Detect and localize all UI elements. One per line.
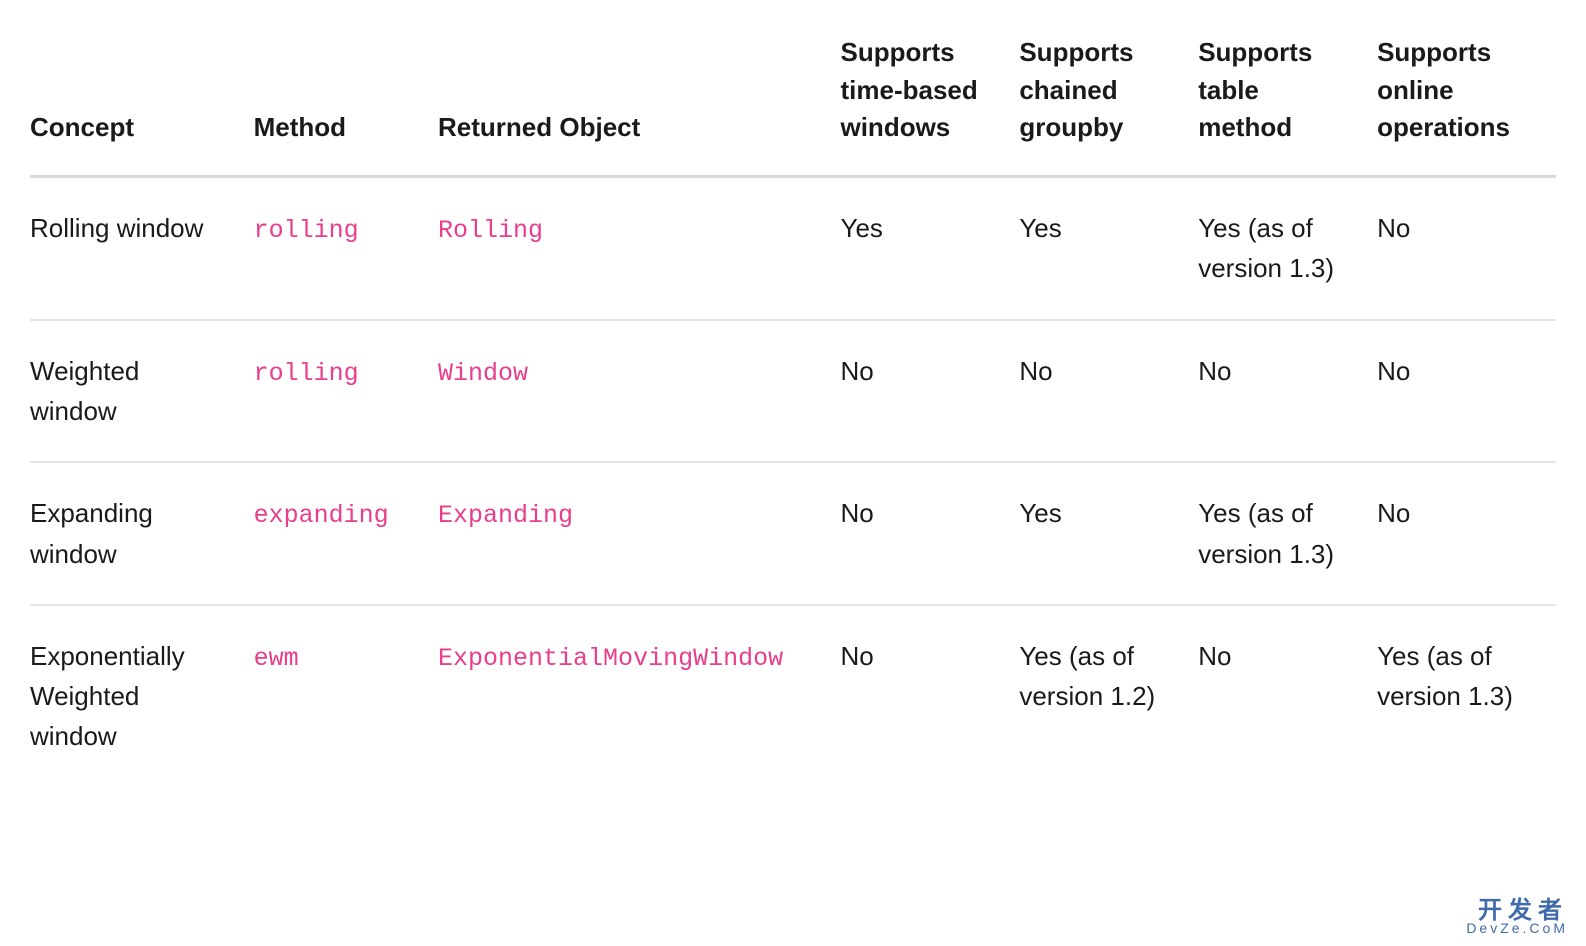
- table-row: Expanding window expanding Expanding No …: [30, 462, 1556, 605]
- cell-online: Yes (as of version 1.3): [1377, 605, 1556, 787]
- cell-returned: Rolling: [438, 177, 840, 320]
- cell-groupby: Yes: [1019, 462, 1198, 605]
- watermark-line2: DevZe.CoM: [1466, 921, 1568, 936]
- cell-tablem: Yes (as of version 1.3): [1198, 177, 1377, 320]
- window-support-table: Concept Method Returned Object Supports …: [30, 20, 1556, 787]
- table-row: Exponentially Weighted window ewm Expone…: [30, 605, 1556, 787]
- table-row: Rolling window rolling Rolling Yes Yes Y…: [30, 177, 1556, 320]
- cell-time: No: [840, 605, 1019, 787]
- cell-time: No: [840, 462, 1019, 605]
- table-header-row: Concept Method Returned Object Supports …: [30, 20, 1556, 177]
- cell-method: ewm: [254, 605, 438, 787]
- code-text: ewm: [254, 644, 299, 673]
- table-row: Weighted window rolling Window No No No …: [30, 320, 1556, 463]
- code-text: ExponentialMovingWindow: [438, 644, 783, 673]
- cell-time: Yes: [840, 177, 1019, 320]
- watermark: 开发者 DevZe.CoM: [1466, 898, 1568, 936]
- col-header-groupby: Supports chained groupby: [1019, 20, 1198, 177]
- cell-groupby: No: [1019, 320, 1198, 463]
- cell-time: No: [840, 320, 1019, 463]
- cell-returned: Window: [438, 320, 840, 463]
- code-text: Window: [438, 359, 528, 388]
- cell-method: expanding: [254, 462, 438, 605]
- col-header-concept: Concept: [30, 20, 254, 177]
- cell-online: No: [1377, 177, 1556, 320]
- col-header-time: Supports time-based windows: [840, 20, 1019, 177]
- cell-returned: Expanding: [438, 462, 840, 605]
- cell-online: No: [1377, 462, 1556, 605]
- code-text: expanding: [254, 501, 389, 530]
- code-text: rolling: [254, 359, 359, 388]
- cell-method: rolling: [254, 320, 438, 463]
- cell-tablem: No: [1198, 320, 1377, 463]
- cell-groupby: Yes: [1019, 177, 1198, 320]
- cell-method: rolling: [254, 177, 438, 320]
- cell-concept: Rolling window: [30, 177, 254, 320]
- col-header-online: Supports online operations: [1377, 20, 1556, 177]
- cell-groupby: Yes (as of version 1.2): [1019, 605, 1198, 787]
- watermark-line1: 开发者: [1466, 898, 1568, 923]
- cell-concept: Weighted window: [30, 320, 254, 463]
- cell-returned: ExponentialMovingWindow: [438, 605, 840, 787]
- code-text: Expanding: [438, 501, 573, 530]
- cell-tablem: Yes (as of version 1.3): [1198, 462, 1377, 605]
- cell-concept: Exponentially Weighted window: [30, 605, 254, 787]
- cell-concept: Expanding window: [30, 462, 254, 605]
- code-text: Rolling: [438, 216, 543, 245]
- code-text: rolling: [254, 216, 359, 245]
- col-header-table: Supports table method: [1198, 20, 1377, 177]
- cell-online: No: [1377, 320, 1556, 463]
- cell-tablem: No: [1198, 605, 1377, 787]
- col-header-returned: Returned Object: [438, 20, 840, 177]
- col-header-method: Method: [254, 20, 438, 177]
